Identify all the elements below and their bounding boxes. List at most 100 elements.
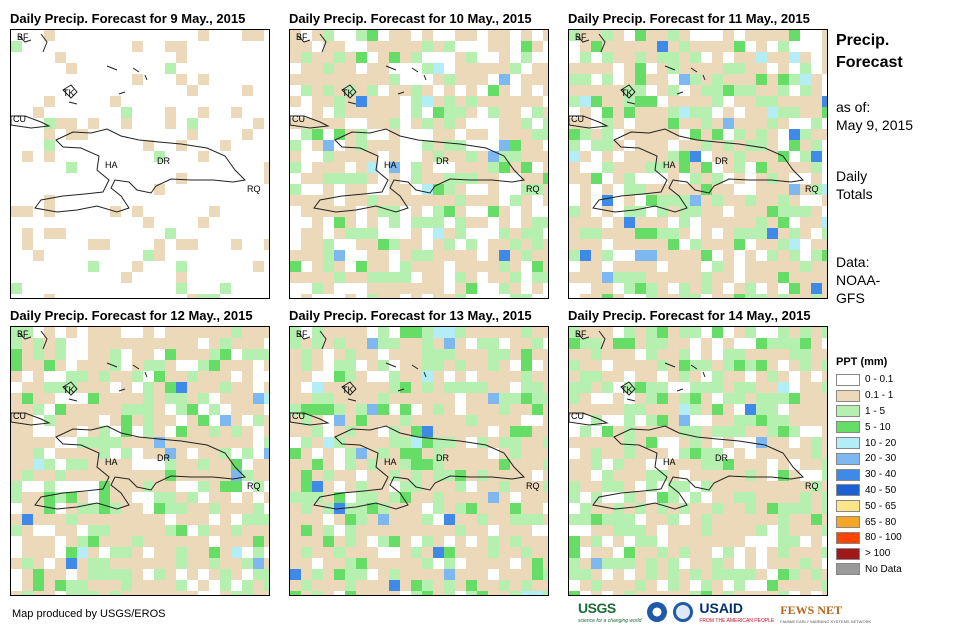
precip-cell (290, 382, 301, 393)
precip-cell (99, 580, 110, 591)
precip-cell (668, 591, 679, 595)
precip-cell (77, 437, 88, 448)
precip-cell (176, 52, 187, 63)
precip-cell (176, 261, 187, 272)
precip-cell (800, 404, 811, 415)
legend-row: 40 - 50 (836, 483, 902, 499)
precip-cell (789, 184, 800, 195)
precip-cell (723, 393, 734, 404)
precip-cell (242, 492, 253, 503)
precip-cell (444, 206, 455, 217)
precip-cell (778, 437, 789, 448)
map-label-ha: HA (384, 160, 397, 170)
precip-cell (323, 151, 334, 162)
precip-cell (99, 591, 110, 595)
precip-cell (477, 261, 488, 272)
legend-row: 80 - 100 (836, 530, 902, 546)
precip-cell (690, 195, 701, 206)
precip-cell (822, 503, 827, 514)
precip-cell (198, 558, 209, 569)
precip-cell (499, 217, 510, 228)
panel-title-may-13: Daily Precip. Forecast for 13 May., 2015 (289, 308, 532, 323)
precip-cell (657, 349, 668, 360)
precip-cell (99, 371, 110, 382)
precip-cell (712, 206, 723, 217)
precip-cell (400, 283, 411, 294)
precip-cell (767, 514, 778, 525)
precip-cell (176, 525, 187, 536)
turks-caicos-outline (620, 84, 636, 99)
precip-cell (301, 173, 312, 184)
precip-cell (444, 360, 455, 371)
precip-cell (789, 536, 800, 547)
precip-cell (99, 503, 110, 514)
precip-cell (345, 173, 356, 184)
precip-cell (312, 206, 323, 217)
precip-cell (345, 558, 356, 569)
precip-cell (378, 283, 389, 294)
precip-cell (789, 349, 800, 360)
precip-cell (312, 470, 323, 481)
precip-cell (11, 360, 22, 371)
map-label-bf: BF (575, 329, 587, 339)
precip-cell (510, 547, 521, 558)
precip-cell (822, 107, 827, 118)
precip-cell (756, 261, 767, 272)
precip-cell (433, 140, 444, 151)
precip-cell (767, 151, 778, 162)
precip-cell (378, 63, 389, 74)
precip-cell (635, 591, 646, 595)
precip-cell (334, 162, 345, 173)
hispaniola-outline (313, 425, 526, 510)
precip-cell (756, 151, 767, 162)
precip-cell (657, 85, 668, 96)
precip-cell (756, 360, 767, 371)
precip-cell (411, 261, 422, 272)
precip-cell (55, 448, 66, 459)
precip-cell (187, 492, 198, 503)
precip-cell (767, 338, 778, 349)
precip-cell (378, 558, 389, 569)
precip-cell (433, 448, 444, 459)
precip-cell (712, 492, 723, 503)
precip-cell (301, 206, 312, 217)
precip-cell (66, 547, 77, 558)
map-label-rq: RQ (805, 184, 819, 194)
precip-cell (455, 184, 466, 195)
precip-cell (591, 173, 602, 184)
precip-cell (811, 349, 822, 360)
map-label-tk: TK (342, 385, 354, 395)
legend-row: 65 - 80 (836, 514, 902, 530)
precip-cell (690, 437, 701, 448)
precip-cell (756, 41, 767, 52)
precip-cell (800, 514, 811, 525)
precip-cell (433, 118, 444, 129)
precip-cell (33, 514, 44, 525)
precip-cell (367, 580, 378, 591)
precip-cell (532, 74, 543, 85)
precip-cell (580, 261, 591, 272)
precip-cell (264, 514, 269, 525)
precip-cell (389, 41, 400, 52)
precip-cell (767, 393, 778, 404)
precip-cell (345, 272, 356, 283)
precip-cell (822, 96, 827, 107)
precip-cell (800, 272, 811, 283)
precip-cell (400, 404, 411, 415)
precip-cell (444, 437, 455, 448)
precip-cell (367, 426, 378, 437)
precip-cell (657, 129, 668, 140)
precip-cell (433, 426, 444, 437)
precip-cell (356, 327, 367, 338)
precip-cell (778, 239, 789, 250)
precip-cell (488, 558, 499, 569)
precip-cell (580, 173, 591, 184)
precip-cell (657, 591, 668, 595)
precip-cell (143, 327, 154, 338)
precip-cell (580, 569, 591, 580)
precip-cell (756, 272, 767, 283)
precip-cell (602, 514, 613, 525)
precip-cell (646, 52, 657, 63)
precip-cell (44, 96, 55, 107)
precip-cell (499, 437, 510, 448)
